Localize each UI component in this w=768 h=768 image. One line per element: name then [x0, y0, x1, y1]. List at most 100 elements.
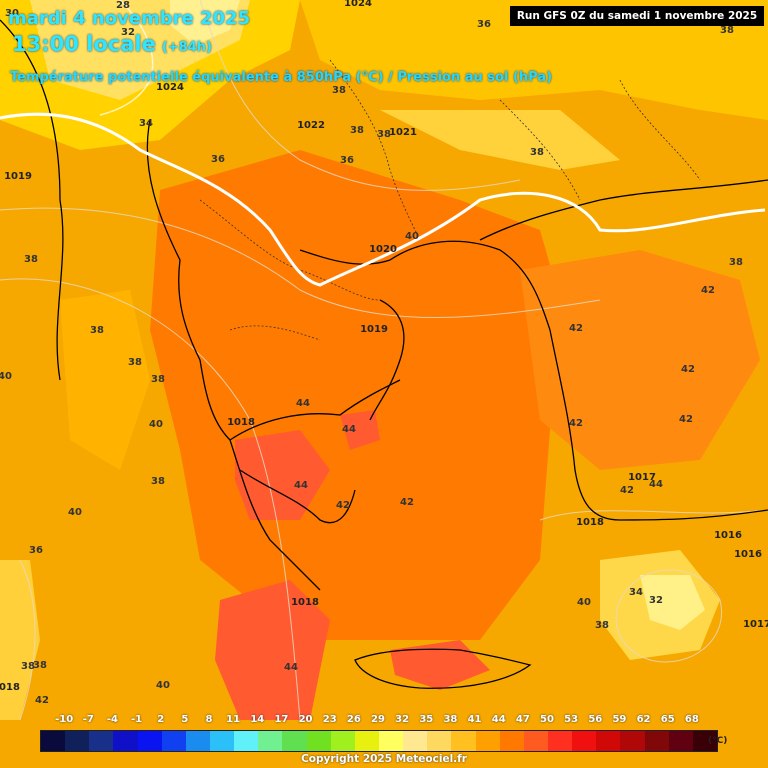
colorbar-segment: [306, 731, 331, 751]
coastline: [369, 299, 405, 421]
temperature-label: 42: [569, 418, 583, 429]
colorbar-tick-label: 32: [395, 714, 410, 725]
coastline: [549, 329, 768, 521]
coastlines: [0, 19, 768, 689]
temperature-label: 42: [35, 695, 49, 706]
colorbar-tick-label: 56: [588, 714, 603, 725]
temperature-label: 38: [350, 125, 364, 136]
field-north-patch: [380, 110, 620, 170]
field-coldest-north: [170, 0, 240, 45]
pressure-label: 1017: [743, 619, 768, 630]
pressure-label: 1016: [734, 549, 762, 560]
temperature-label: 36: [29, 545, 43, 556]
temperature-label: 38: [332, 85, 346, 96]
colorbar-tick-label: 5: [181, 714, 189, 725]
colorbar-tick-label: 14: [250, 714, 265, 725]
temperature-label: 36: [211, 154, 225, 165]
colorbar-tick-label: 2: [157, 714, 165, 725]
border: [199, 199, 381, 301]
border: [499, 99, 581, 201]
temperature-label: 38: [33, 660, 47, 671]
pressure-label: 1021: [389, 127, 417, 138]
temperature-label: 38: [21, 661, 35, 672]
isotherm-line: [99, 0, 154, 116]
pressure-label: 1020: [369, 244, 397, 255]
parameter-title: Température potentielle équivalente à 85…: [10, 70, 553, 85]
temperature-label: 40: [577, 597, 591, 608]
pressure-label: 1018: [0, 682, 20, 693]
borders: [199, 59, 701, 341]
pressure-label: 1018: [576, 517, 604, 528]
pressure-label: 1017: [628, 472, 656, 483]
temperature-label: 28: [116, 0, 130, 11]
colorbar-segment: [572, 731, 597, 751]
temperature-label: 44: [294, 480, 308, 491]
colorbar-segment: [354, 731, 379, 751]
pressure-labels: 1024 1024 1022 1021 1020 1019 1019 1018 1018 1018…: [0, 0, 768, 693]
temperature-label: 38: [530, 147, 544, 158]
temperature-label: 40: [156, 680, 170, 691]
colorbar-segment: [282, 731, 307, 751]
temperature-label: 36: [477, 19, 491, 30]
colorbar-tick-label: 35: [419, 714, 434, 725]
colorbar-segment: [475, 731, 500, 751]
temperature-label: 36: [340, 155, 354, 166]
temperature-label: 38: [151, 476, 165, 487]
coastline: [239, 469, 356, 524]
colorbar-segment: [427, 731, 452, 751]
temperature-label: 34: [629, 587, 643, 598]
temperature-label: 44: [284, 662, 298, 673]
colorbar-segment: [137, 731, 162, 751]
colorbar-tick-label: 65: [660, 714, 675, 725]
forecast-lead: (+84h): [161, 40, 212, 55]
colorbar-tick-label: 38: [443, 714, 458, 725]
pressure-label: 1018: [291, 597, 319, 608]
pressure-label: 1024: [156, 82, 184, 93]
temperature-label: 40: [68, 507, 82, 518]
colorbar-unit: (°C): [708, 736, 728, 746]
field-hot-peloponnese: [235, 430, 330, 520]
colorbar-tick-label: 44: [491, 714, 506, 725]
isobar-line: [199, 0, 521, 191]
colorbar-tick-label: 20: [298, 714, 313, 725]
colorbar-tick-label: 41: [467, 714, 482, 725]
temperature-label: 40: [405, 231, 419, 242]
temperature-label: 42: [681, 364, 695, 375]
colorbar-segment: [403, 731, 428, 751]
temperature-label: 42: [620, 485, 634, 496]
temperature-label: 38: [90, 325, 104, 336]
colorbar-tick-label: 11: [226, 714, 241, 725]
colorbar-segment: [596, 731, 621, 751]
temperature-label: 32: [121, 27, 135, 38]
pressure-label: 1016: [714, 530, 742, 541]
temperature-label: 42: [679, 414, 693, 425]
border: [329, 59, 421, 241]
colorbar-segment: [668, 731, 693, 751]
temperature-label: 38: [128, 357, 142, 368]
colorbar: [40, 730, 718, 752]
forecast-time: 13:00 locale (+84h): [12, 32, 212, 56]
field-warm-core: [150, 150, 560, 640]
temperature-label: 34: [139, 118, 153, 129]
colorbar-segment: [161, 731, 186, 751]
colorbar-segment: [378, 731, 404, 751]
colorbar-segment: [499, 731, 524, 751]
coastline: [479, 179, 768, 241]
field-hot-ionian: [215, 580, 330, 720]
temperature-label: 38: [151, 374, 165, 385]
colorbar-segment: [523, 731, 548, 751]
colorbar-tick-label: 62: [636, 714, 651, 725]
colorbar-tick-label: 68: [684, 714, 699, 725]
pressure-label: 1022: [297, 120, 325, 131]
coastline: [229, 379, 401, 441]
colorbar-tick-label: 59: [612, 714, 627, 725]
coastline: [0, 19, 64, 381]
colorbar-segment: [234, 731, 259, 751]
isobar-line: [539, 509, 768, 521]
temperature-label: 38: [24, 254, 38, 265]
coastline-crete: [354, 648, 532, 689]
coastline: [146, 119, 321, 591]
copyright: Copyright 2025 Meteociel.fr: [301, 753, 467, 765]
